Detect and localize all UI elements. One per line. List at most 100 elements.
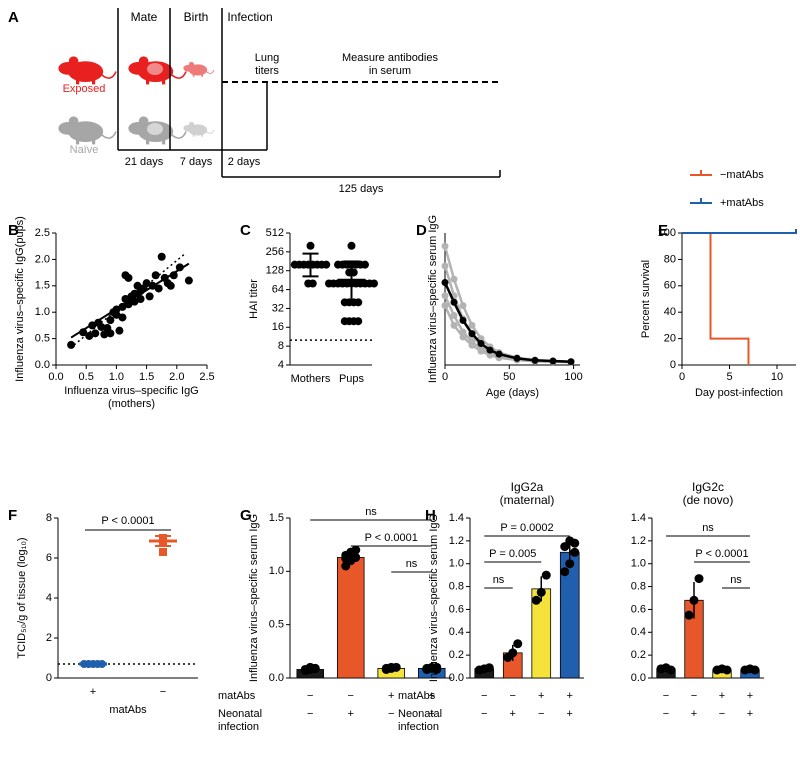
y-tick-label: 60 [664,280,676,292]
row-value: + [510,708,516,720]
row-value: − [510,690,516,702]
panel-letter: B [8,222,19,239]
panel-letter: E [658,222,668,239]
x-tick-label: 0.0 [48,371,63,383]
y-tick-label: 0.0 [35,359,50,371]
y-tick-label: 2.0 [35,253,50,265]
comparison-label: ns [702,522,714,534]
point [694,574,704,584]
pup-icon [182,121,215,138]
point [361,260,369,269]
row-value: − [348,690,354,702]
point [175,263,184,272]
point [124,300,133,309]
row-value: − [481,708,487,720]
point [91,329,100,338]
row-value: + [429,708,435,720]
y-tick-label: 128 [266,265,284,277]
y-axis-label: Percent survival [640,260,652,338]
point [341,554,351,564]
point [136,295,145,303]
row-value: − [388,708,394,720]
point [370,279,378,288]
y-axis-label: TCID₅₀/g of tissue (log₁₀) [16,537,28,658]
point [154,284,163,293]
interval-label: 125 days [339,183,384,195]
point [310,663,320,673]
point [477,340,485,348]
line [443,265,572,363]
row-value: + [747,690,753,702]
x-tick-label: 100 [564,371,582,383]
y-tick-label: 1.2 [449,535,464,547]
x-tick-label: 1.5 [139,371,154,383]
y-tick-label: 1.5 [269,512,284,524]
y-tick-label: 1.5 [35,280,50,292]
point [118,313,127,322]
point [722,665,732,675]
point [484,663,494,673]
y-axis-label: Influenza virus–specific serum IgG [427,215,439,383]
point [79,328,88,337]
point [142,279,151,288]
x-axis-label: Influenza virus–specific IgG (mothers) [64,385,199,410]
y-tick-label: 1.0 [35,306,50,318]
point [351,545,361,555]
row-label: Neonatal infection [218,708,262,733]
point [666,665,676,675]
row-label: matAbs [398,690,436,702]
y-tick-label: 1.0 [631,558,646,570]
point [88,321,97,330]
comparison-label: ns [365,506,377,518]
panel-letter: F [8,507,17,524]
comparison-label: P < 0.0001 [101,515,154,527]
point [308,279,317,288]
point [106,316,115,325]
row-value: + [567,708,573,720]
point [450,312,458,319]
row-value: + [388,690,394,702]
point [689,595,699,605]
category-label: Pups [339,373,365,385]
y-tick-label: 0.4 [449,626,464,638]
panel-letter: G [240,507,252,524]
comparison-label: ns [730,574,742,586]
embryo-icon [147,63,163,75]
point [441,292,449,300]
y-tick-label: 0 [46,672,52,684]
x-tick-label: 0 [679,371,685,383]
point [124,273,133,282]
comparison-label: P < 0.0001 [695,548,748,560]
point [549,357,557,365]
row-value: − [691,690,697,702]
point [306,241,315,250]
category-label: − [160,686,166,698]
timeline [117,8,501,178]
point [159,548,167,556]
comparison-label: P = 0.0002 [500,522,553,534]
row-value: − [663,708,669,720]
survival-line [682,232,750,365]
point [750,665,760,675]
x-tick-label: 0 [442,371,448,383]
mouse-icon [57,115,117,146]
y-tick-label: 0.8 [449,580,464,592]
row-value: + [567,690,573,702]
pup-icon [182,61,215,78]
point [432,664,442,674]
point [531,356,539,364]
point [354,317,363,326]
point [67,340,76,349]
panel-letter: H [425,507,436,524]
event-label: Measure antibodies in serum [342,52,439,77]
y-tick-label: 0.2 [449,649,464,661]
point [441,262,449,270]
row-value: + [719,690,725,702]
y-tick-label: 1.0 [269,565,284,577]
y-tick-label: 32 [272,302,284,314]
point [347,241,356,250]
legend-label: −matAbs [720,169,764,181]
point [100,330,109,339]
row-value: − [481,690,487,702]
